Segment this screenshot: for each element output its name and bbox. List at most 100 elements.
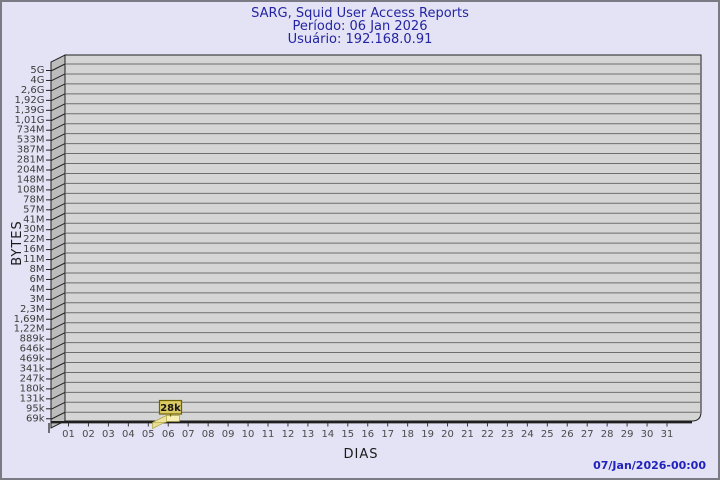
x-tick-label: 25 (541, 429, 554, 440)
y-axis-title: BYTES (10, 220, 25, 266)
y-tick-label: 148M (17, 174, 45, 185)
y-tick-label: 131k (20, 393, 45, 404)
wall-tick (50, 342, 66, 351)
report-user: Usuário: 192.168.0.91 (287, 32, 433, 47)
x-tick-label: 18 (401, 429, 414, 440)
y-tick-label: 1,01G (14, 115, 44, 126)
y-tick-label: 16M (23, 244, 44, 255)
wall-tick (50, 63, 66, 72)
y-tick-label: 341k (20, 364, 45, 375)
report-title: SARG, Squid User Access Reports (251, 6, 469, 21)
wall-tick (50, 212, 66, 221)
wall-tick (50, 153, 66, 161)
x-tick-label: 26 (561, 429, 574, 440)
y-tick-label: 2,6G (21, 85, 45, 96)
y-tick-label: 11M (23, 254, 44, 265)
x-tick-label: 09 (222, 429, 235, 440)
wall-tick (50, 352, 66, 360)
x-tick-label: 21 (461, 429, 474, 440)
bar-value-label: 28k (160, 403, 181, 414)
wall-tick (50, 262, 66, 271)
y-tick-label: 247k (20, 373, 45, 384)
x-tick-label: 30 (641, 429, 654, 440)
y-tick-label: 646k (20, 344, 45, 355)
x-tick-label: 27 (581, 429, 594, 440)
y-tick-label: 281M (17, 155, 45, 166)
wall-tick (50, 322, 66, 331)
x-tick-label: 19 (421, 429, 434, 440)
y-tick-label: 3M (30, 294, 45, 305)
wall-tick (50, 133, 66, 142)
y-tick-label: 5G (30, 65, 44, 76)
x-tick-label: 05 (142, 429, 155, 440)
wall-tick (50, 83, 66, 92)
plot-wall-3d (50, 54, 66, 429)
y-tick-label: 533M (17, 135, 45, 146)
wall-tick (50, 381, 66, 390)
wall-tick (50, 332, 66, 341)
wall-tick (50, 362, 66, 370)
x-tick-label: 10 (242, 429, 255, 440)
wall-tick (50, 182, 66, 191)
y-tick-label: 180k (20, 383, 45, 394)
x-tick-label: 31 (661, 429, 674, 440)
y-tick-label: 734M (17, 125, 45, 136)
y-tick-label: 22M (23, 234, 44, 245)
wall-tick (50, 302, 66, 311)
y-tick-label: 204M (17, 165, 45, 176)
wall-tick (50, 372, 66, 380)
y-tick-label: 69k (26, 413, 45, 424)
wall-tick (50, 411, 66, 420)
bar-value-callout (158, 399, 183, 415)
x-tick-label: 03 (102, 429, 115, 440)
report-period: Período: 06 Jan 2026 (292, 19, 428, 34)
wall-tick (50, 173, 66, 181)
y-tick-label: 4G (30, 75, 44, 86)
y-tick-label: 8M (30, 264, 45, 275)
y-tick-label: 6M (30, 274, 45, 285)
x-tick-label: 17 (381, 429, 394, 440)
x-tick-label: 13 (302, 429, 315, 440)
x-tick-label: 23 (501, 429, 514, 440)
x-tick-label: 15 (341, 429, 354, 440)
x-tick-label: 14 (321, 429, 334, 440)
x-tick-label: 07 (182, 429, 195, 440)
y-tick-label: 108M (17, 184, 45, 195)
wall-tick (50, 242, 66, 251)
wall-tick (50, 202, 66, 211)
y-tick-label: 1,22M (14, 324, 45, 335)
wall-tick (50, 292, 66, 301)
plot-face (64, 54, 702, 422)
y-tick-label: 1,39G (14, 105, 44, 116)
y-tick-label: 387M (17, 145, 45, 156)
wall-tick (50, 401, 66, 410)
y-tick-label: 889k (20, 334, 45, 345)
y-tick-label: 30M (23, 224, 44, 235)
x-tick-label: 28 (601, 429, 614, 440)
x-tick-label: 08 (202, 429, 215, 440)
x-tick-label: 06 (162, 429, 175, 440)
wall-tick (50, 103, 66, 112)
wall-tick (50, 252, 66, 261)
x-tick-label: 01 (62, 429, 75, 440)
x-tick-label: 11 (262, 429, 275, 440)
wall-tick (50, 192, 66, 201)
x-tick-label: 04 (122, 429, 135, 440)
wall-tick (50, 232, 66, 241)
x-tick-label: 12 (282, 429, 295, 440)
y-tick-label: 1,69M (14, 314, 45, 325)
x-tick-label: 20 (441, 429, 454, 440)
report-timestamp: 07/Jan/2026-00:00 (593, 459, 706, 472)
wall-tick (50, 282, 66, 291)
bar-front-face (166, 415, 180, 422)
x-tick-label: 22 (481, 429, 494, 440)
y-tick-label: 41M (23, 214, 44, 225)
wall-tick (50, 163, 66, 171)
y-tick-label: 78M (23, 194, 44, 205)
y-tick-label: 4M (30, 284, 45, 295)
wall-tick (50, 143, 66, 152)
x-tick-label: 24 (521, 429, 534, 440)
y-tick-label: 95k (26, 403, 45, 414)
x-tick-label: 02 (82, 429, 95, 440)
